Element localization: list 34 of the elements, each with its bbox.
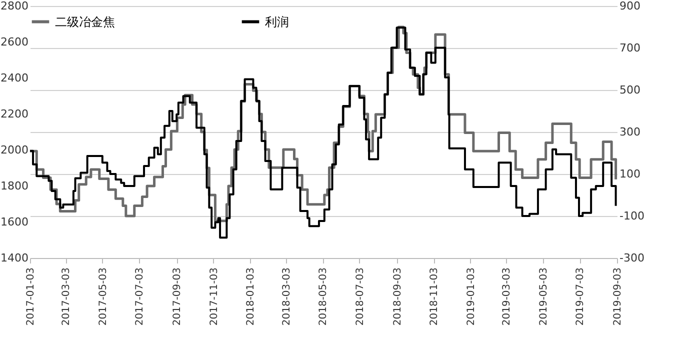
y-tick-label: 1600 xyxy=(0,216,28,228)
x-tick-label: 2018-01-03 xyxy=(246,268,257,326)
x-tick-label: 2018-11-03 xyxy=(429,268,440,326)
x-tick-label: 2019-09-03 xyxy=(612,268,624,326)
y2-tick-label: -300 xyxy=(620,252,644,264)
x-tick-label: 2017-03-03 xyxy=(61,268,72,326)
x-tick-label: 2019-03-03 xyxy=(501,268,512,326)
x-tick-label: 2017-07-03 xyxy=(134,268,146,326)
x-tick-label: 2017-09-03 xyxy=(172,268,184,326)
y2-tick-label: 100 xyxy=(620,168,640,180)
y2-tick-label: 500 xyxy=(620,84,640,96)
y-tick-label: 2000 xyxy=(0,144,28,156)
y-tick-label: 2200 xyxy=(0,108,28,120)
x-tick-label: 2018-09-03 xyxy=(392,268,404,326)
y2-tick-label: -100 xyxy=(620,210,644,222)
x-tick-label: 2019-01-03 xyxy=(466,268,477,326)
x-tick-label: 2017-05-03 xyxy=(98,268,109,326)
y-tick-label: 1800 xyxy=(0,180,28,192)
x-tick-label: 2017-01-03 xyxy=(26,268,36,326)
x-tick-label: 2017-11-03 xyxy=(208,268,220,326)
x-tick-label: 2018-07-03 xyxy=(354,268,366,326)
y-tick-label: 2600 xyxy=(0,36,28,48)
x-tick-label: 2019-05-03 xyxy=(538,268,550,326)
y-tick-label: 1400 xyxy=(0,252,28,264)
y2-tick-label: 300 xyxy=(620,126,640,138)
x-tick-label: 2018-05-03 xyxy=(318,268,330,326)
y-tick-label: 2400 xyxy=(0,72,28,84)
legend-label: 利润 xyxy=(265,14,289,29)
y2-tick-label: 700 xyxy=(620,42,640,54)
y2-tick-label: 900 xyxy=(620,0,640,12)
x-tick-label: 2018-03-03 xyxy=(281,268,292,326)
legend-label: 二级冶金焦 xyxy=(55,14,115,29)
x-tick-label: 2019-07-03 xyxy=(575,268,586,326)
y-tick-label: 2800 xyxy=(0,0,28,12)
